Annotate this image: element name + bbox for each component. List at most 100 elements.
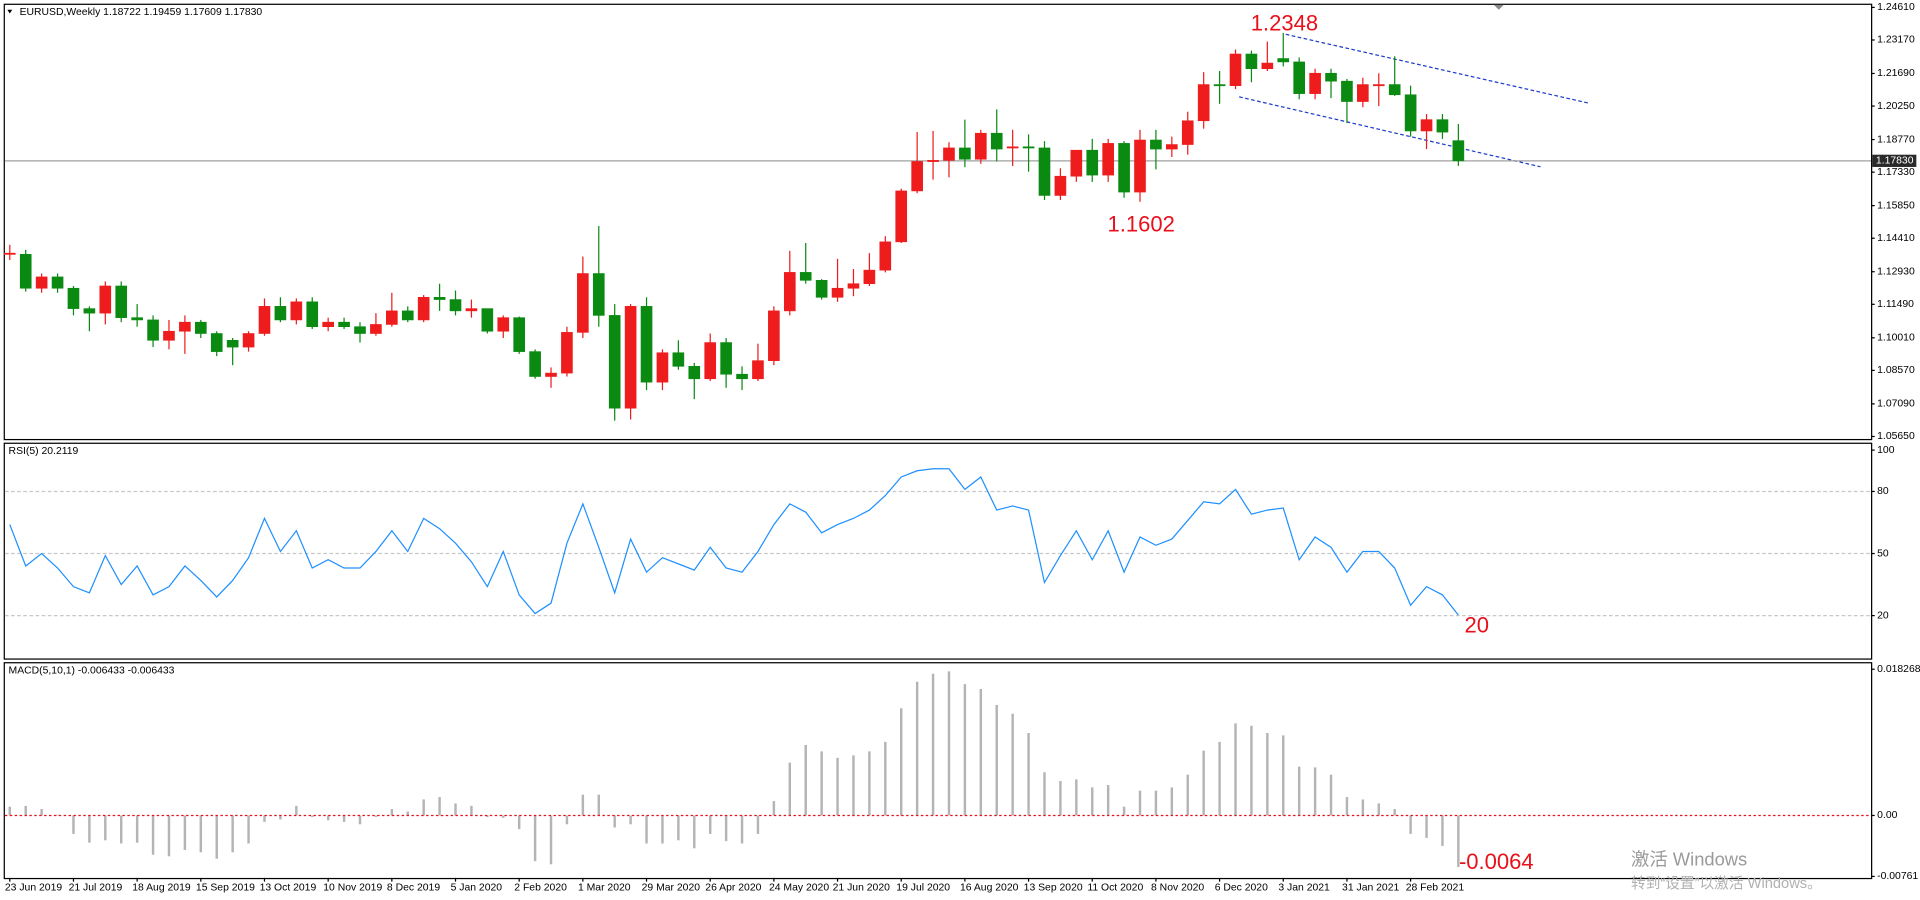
candle-body: [736, 373, 748, 380]
candle-body: [465, 308, 478, 312]
candle-body: [863, 269, 876, 285]
candle-body: [672, 352, 685, 367]
y-tick-label: 1.05650: [1877, 431, 1915, 442]
x-tick-label: 6 Dec 2020: [1215, 882, 1268, 893]
candle-body: [1452, 140, 1465, 162]
candle-body: [592, 273, 605, 316]
candle-body: [99, 285, 112, 314]
macd-panel: [3, 662, 1873, 880]
candle-body: [242, 333, 255, 348]
candle-body: [1070, 149, 1083, 177]
candle-body: [1213, 84, 1226, 87]
x-tick-label: 11 Oct 2020: [1087, 882, 1143, 893]
candle-body: [959, 147, 971, 160]
candle-body: [1404, 94, 1417, 132]
candle-body: [1229, 53, 1242, 87]
rsi-line: [9, 468, 1459, 616]
low-annotation: 1.1602: [1108, 211, 1175, 236]
x-tick-label: 13 Sep 2020: [1024, 882, 1083, 893]
x-tick-label: 2 Feb 2020: [514, 882, 567, 893]
candle-body: [1372, 84, 1385, 87]
candle-body: [163, 330, 175, 341]
candle-body: [752, 360, 764, 380]
candle-body: [290, 301, 303, 321]
candle-body: [1150, 139, 1162, 150]
candle-body: [895, 190, 908, 243]
candle-body: [226, 339, 239, 348]
candle-body: [943, 147, 955, 161]
candle-body: [322, 321, 334, 328]
watermark-line2: 转到“设置”以激活 Windows。: [1631, 875, 1822, 892]
candle-body: [258, 306, 271, 334]
x-tick-label: 19 Jul 2020: [896, 882, 950, 893]
x-tick-label: 16 Aug 2020: [960, 882, 1019, 893]
candle-body: [990, 132, 1003, 150]
candle-body: [338, 321, 350, 328]
candle-body: [656, 352, 669, 383]
candle-body: [688, 366, 701, 380]
y-tick-label: 80: [1877, 486, 1889, 497]
candle-body: [1054, 175, 1067, 196]
y-tick-label: 1.11490: [1877, 299, 1914, 310]
x-tick-label: 29 Mar 2020: [642, 882, 701, 893]
x-tick-label: 18 Aug 2019: [132, 882, 191, 893]
y-tick-label: 1.18770: [1877, 134, 1915, 145]
candle-body: [210, 333, 223, 352]
y-tick-label: -0.00761: [1877, 871, 1918, 882]
candle-body: [561, 332, 573, 374]
candle-body: [417, 296, 430, 321]
candle-body: [481, 308, 494, 332]
y-tick-label: 1.08570: [1877, 365, 1915, 376]
x-tick-label: 1 Mar 2020: [578, 882, 631, 893]
channel-lower: [1239, 96, 1541, 168]
candle-body: [927, 160, 939, 162]
candle-body: [1277, 58, 1290, 63]
candle-body: [3, 252, 16, 255]
candle-body: [608, 315, 621, 409]
candle-body: [1102, 143, 1114, 176]
candle-body: [115, 285, 128, 318]
price-title: EURUSD,Weekly 1.18722 1.19459 1.17609 1.…: [20, 7, 263, 18]
y-tick-label: 1.15850: [1877, 200, 1915, 211]
candle-body: [401, 310, 414, 321]
candle-body: [67, 287, 80, 309]
candle-body: [1436, 119, 1449, 133]
y-tick-label: 1.21690: [1877, 68, 1915, 79]
x-tick-label: 23 Jun 2019: [5, 882, 62, 893]
candle-body: [1420, 119, 1433, 132]
candle-body: [433, 296, 446, 300]
candle-body: [147, 319, 159, 341]
x-tick-label: 5 Jan 2020: [451, 882, 503, 893]
x-tick-label: 8 Dec 2019: [387, 882, 440, 893]
y-tick-label: 20: [1877, 610, 1889, 621]
y-tick-label: 1.23170: [1877, 35, 1915, 46]
y-tick-label: 0.00: [1877, 810, 1897, 821]
candle-body: [83, 308, 96, 314]
y-tick-label: 100: [1877, 445, 1895, 456]
candle-body: [783, 272, 796, 312]
candle-body: [1325, 72, 1337, 82]
candle-body: [35, 276, 48, 289]
x-tick-label: 26 Apr 2020: [705, 882, 761, 893]
candle-body: [704, 342, 717, 380]
candle-body: [577, 273, 589, 333]
candle-body: [1038, 147, 1051, 196]
candle-body: [1118, 143, 1130, 193]
candle-body: [1309, 72, 1321, 94]
price-label: 1.17830: [1876, 156, 1914, 167]
macd-annotation: -0.0064: [1459, 849, 1534, 874]
x-tick-label: 8 Nov 2020: [1151, 882, 1204, 893]
candle-body: [354, 326, 366, 334]
candle-body: [51, 276, 64, 289]
high-annotation: 1.2348: [1251, 10, 1318, 35]
y-tick-label: 1.12930: [1877, 266, 1915, 277]
price-panel: [3, 3, 1873, 441]
candle-body: [131, 317, 143, 321]
x-tick-label: 13 Oct 2019: [260, 882, 317, 893]
candle-body: [449, 299, 462, 312]
y-tick-label: 0.018268: [1877, 664, 1920, 675]
candle-body: [847, 283, 860, 289]
channel-upper: [1285, 33, 1589, 104]
candle-body: [1181, 120, 1194, 145]
